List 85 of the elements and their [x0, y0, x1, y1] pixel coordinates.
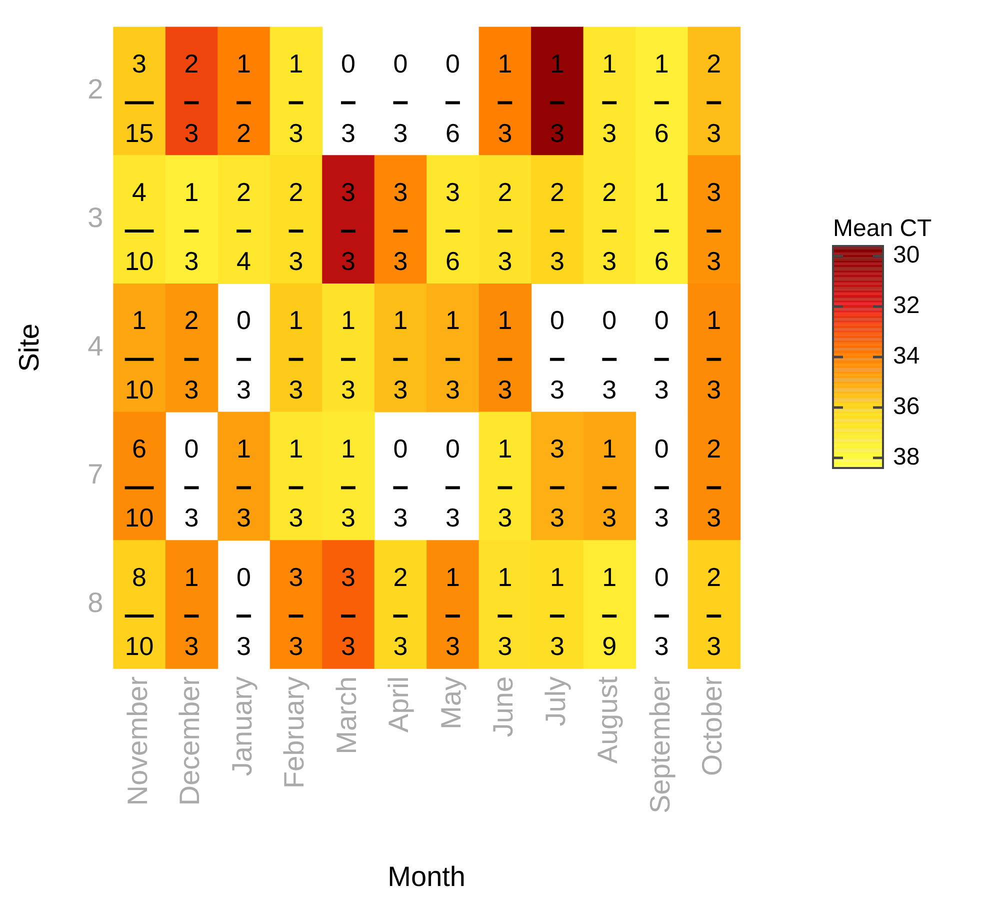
x-tick-label: July: [540, 676, 571, 726]
text: 1 3: [393, 305, 408, 404]
text: 1 6: [654, 48, 669, 148]
text: 2 3: [602, 176, 617, 276]
color-bar-label: 30: [893, 242, 920, 269]
x-tick-label: June: [488, 676, 519, 738]
text: 1 3: [602, 433, 617, 533]
x-tick-label: August: [592, 676, 624, 764]
text: 0 3: [184, 433, 199, 533]
text: 1 3: [341, 433, 356, 533]
text: 1 3: [498, 562, 512, 662]
text: 3 3: [393, 176, 408, 276]
x-tick-label: October: [696, 676, 728, 776]
x-tick-label: February: [278, 676, 310, 788]
text: 0 3: [393, 48, 408, 148]
text: 4 10: [124, 176, 154, 276]
text: 3 15: [124, 48, 154, 148]
text: 1 3: [550, 562, 564, 662]
color-bar-label: 32: [893, 292, 920, 320]
x-tick-label: November: [122, 676, 154, 806]
text: 1 3: [498, 305, 512, 404]
text: 0 3: [341, 48, 356, 148]
y-tick-label: 3: [88, 202, 104, 234]
text: 2 3: [393, 562, 408, 662]
text: 2 3: [184, 305, 199, 404]
text: 3 6: [445, 176, 460, 276]
text: 1 2: [236, 48, 251, 148]
text: 1 3: [445, 562, 460, 662]
text: 1 3: [550, 48, 564, 148]
text: 1 3: [341, 305, 356, 404]
color-bar-title: Mean CT: [833, 215, 932, 242]
text: 1 10: [124, 305, 154, 404]
text: 0 3: [654, 433, 669, 533]
text: 2 3: [550, 176, 564, 276]
color-bar-label: 38: [893, 444, 920, 471]
text: 2 3: [498, 176, 512, 276]
text: 1 3: [184, 176, 199, 276]
text: 0 3: [236, 562, 251, 662]
text: 1 3: [602, 48, 617, 148]
text: 3 3: [341, 562, 356, 662]
text: 1 3: [445, 305, 460, 404]
text: 1 3: [706, 305, 722, 404]
text: 1 3: [184, 562, 199, 662]
y-axis-title: Site: [14, 323, 45, 372]
x-tick-label: January: [226, 676, 258, 776]
x-tick-label: December: [174, 676, 206, 806]
text: 2 3: [706, 433, 722, 533]
text: 8 10: [124, 562, 154, 662]
y-tick-label: 4: [88, 330, 104, 362]
text: 0 3: [445, 433, 460, 533]
x-tick-label: May: [435, 676, 466, 730]
text: 3 3: [706, 176, 722, 276]
text: 0 6: [445, 48, 460, 148]
text: 1 3: [236, 433, 251, 533]
text: 1 3: [498, 433, 512, 533]
color-bar-label: 36: [893, 393, 920, 420]
text: 1 3: [288, 305, 304, 404]
text: 6 10: [124, 433, 154, 533]
text: 3 3: [341, 176, 356, 276]
text: 1 3: [288, 48, 304, 148]
text: 0 3: [550, 305, 564, 404]
text: 0 3: [236, 305, 251, 404]
x-tick-label: March: [330, 676, 362, 754]
text: 1 3: [288, 433, 304, 533]
y-tick-label: 8: [88, 586, 104, 618]
text: 1 3: [498, 48, 512, 148]
text: 0 3: [654, 305, 669, 404]
color-bar-label: 34: [893, 342, 920, 370]
y-tick-label: 7: [88, 458, 104, 490]
text: 1 9: [602, 562, 617, 662]
text: 0 3: [393, 433, 408, 533]
text: 3 3: [550, 433, 564, 533]
text: 2 4: [236, 176, 251, 276]
text: 1 6: [654, 176, 669, 276]
text: 2 3: [184, 48, 199, 148]
x-tick-label: September: [644, 676, 676, 814]
x-axis-title: Month: [388, 860, 466, 892]
y-tick-label: 2: [88, 74, 104, 105]
text: 2 3: [288, 176, 304, 276]
text: 3 3: [288, 562, 304, 662]
text: 2 3: [706, 48, 722, 148]
text: 0 3: [602, 305, 617, 404]
text: 0 3: [654, 562, 669, 662]
x-tick-label: April: [383, 676, 414, 732]
text: 2 3: [706, 562, 722, 662]
